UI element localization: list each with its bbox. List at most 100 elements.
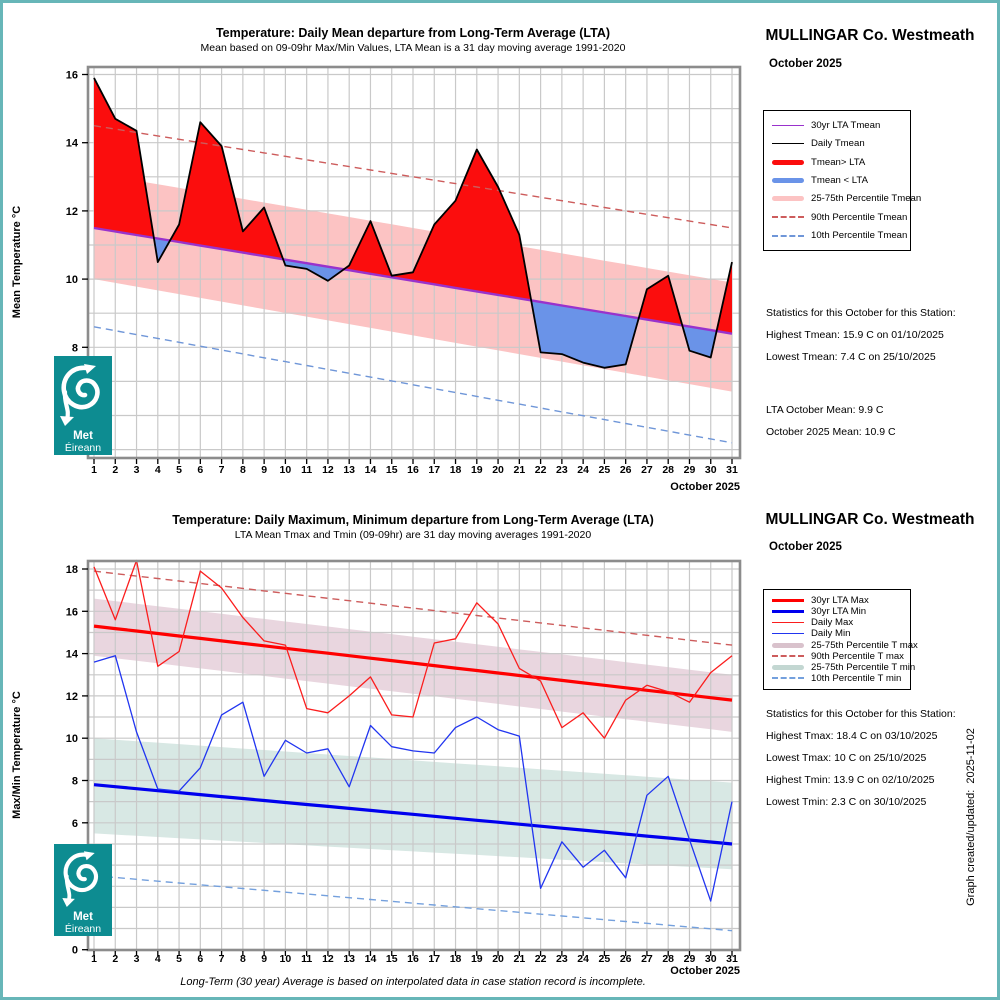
svg-text:19: 19 [471,953,483,965]
chart-top: 1 2 3 4 5 6 7 8 9 10 11 12 13 14 15 16 17 18 19 20 21 22 23 24 2… [66,65,742,476]
legend-label: 30yr LTA Max [811,595,869,607]
legend-swatch-icon [772,124,804,126]
legend-label: 90th Percentile T max [811,650,904,662]
series-line [93,624,733,702]
svg-text:22: 22 [535,953,547,965]
bottom-x-axis-label: October 2025 [670,965,740,977]
legend-item: Tmean> LTA [772,157,902,168]
stats-line: Statistics for this October for this Sta… [766,708,956,720]
legend-swatch-icon [772,664,804,670]
svg-text:2: 2 [112,953,118,965]
legend-item: 30yr LTA Tmean [772,120,902,131]
bottom-chart-legend: 30yr LTA Max 30yr LTA Min Daily Max Daily M… [763,589,918,690]
svg-text:13: 13 [343,464,355,476]
legend-swatch-icon [772,216,804,219]
svg-text:20: 20 [492,464,504,476]
legend-item: 25-75th Percentile T min [772,662,915,673]
legend-label: 10th Percentile Tmean [811,230,908,242]
legend-item: 10th Percentile Tmean [772,230,907,241]
svg-text:23: 23 [556,953,568,965]
series-line [93,77,733,369]
svg-text:6: 6 [197,953,203,965]
legend-swatch-icon [772,159,804,165]
svg-text:4: 4 [155,953,161,965]
station-title-bottom: MULLINGAR Co. Westmeath [765,511,975,528]
logo-text-met: Met [73,430,93,442]
plot-frame [86,559,742,952]
legend-swatch-icon [772,196,804,202]
stats-line: Lowest Tmean: 7.4 C on 25/10/2025 [766,351,936,363]
bottom-chart-subtitle: LTA Mean Tmax and Tmin (09-09hr) are 31 … [234,529,592,541]
met-eireann-spiral-icon [62,851,98,907]
legend-label: Daily Tmean [811,138,865,150]
svg-text:28: 28 [662,464,674,476]
svg-text:8: 8 [240,464,246,476]
svg-text:1: 1 [91,953,97,965]
chart-canvas: 1 2 3 4 5 6 7 8 9 10 11 12 13 14 15 16 17 18 19 20 21 22 23 24 2… [66,65,742,965]
legend-swatch-icon [772,234,804,237]
svg-text:13: 13 [343,953,355,965]
legend-item: Tmean < LTA [772,175,902,186]
chart-bottom: 1 2 3 4 5 6 7 8 9 10 11 12 13 14 15 16 17 18 19 20 21 22 23 24 2… [66,559,742,965]
svg-text:25: 25 [599,953,611,965]
legend-label: 30yr LTA Min [811,606,867,618]
svg-text:17: 17 [428,464,440,476]
svg-text:16: 16 [66,606,78,618]
top-chart-legend: 30yr LTA Tmean Daily Tmean Tmean> LTA Tmean… [763,110,921,251]
stats-line: Lowest Tmax: 10 C on 25/10/2025 [766,752,927,764]
legend-item: Daily Min [772,628,902,639]
plot-frame [86,65,742,460]
legend-item: Daily Max [772,617,902,628]
legend-item: 90th Percentile Tmean [772,212,907,223]
svg-text:11: 11 [301,464,312,476]
svg-text:7: 7 [219,464,225,476]
legend-swatch-icon [772,677,804,680]
top-chart-stats: Statistics for this October for this Sta… [766,302,997,368]
bottom-y-axis-label: Max/Min Temperature °C [11,691,23,819]
legend-item: Daily Tmean [772,138,902,149]
legend-swatch-icon [772,655,804,658]
met-eireann-logo-bottom: Met Éireann [54,844,112,936]
legend-swatch-icon [772,633,804,635]
top-chart-title: Temperature: Daily Mean departure from L… [215,26,611,40]
svg-text:30: 30 [705,953,717,965]
svg-text:10: 10 [280,953,292,965]
svg-text:25: 25 [599,464,611,476]
graph-created-note: Graph created/updated: 2025-11-02 [965,728,977,906]
svg-text:3: 3 [134,953,140,965]
svg-text:12: 12 [66,206,78,218]
legend-label: 10th Percentile T min [811,672,902,684]
top-x-axis-label: October 2025 [670,481,740,493]
svg-text:21: 21 [513,464,525,476]
legend-swatch-icon [772,177,804,183]
svg-text:2: 2 [112,464,118,476]
svg-text:10: 10 [280,464,292,476]
svg-text:21: 21 [513,953,525,965]
stats-line: Statistics for this October for this Sta… [766,307,956,319]
stats-line: Highest Tmax: 18.4 C on 03/10/2025 [766,730,938,742]
legend-swatch-icon [772,610,804,614]
svg-text:14: 14 [365,953,377,965]
svg-text:30: 30 [705,464,717,476]
legend-item: 30yr LTA Max [772,595,902,606]
station-month-bottom: October 2025 [769,541,842,553]
svg-text:9: 9 [261,953,267,965]
svg-text:14: 14 [66,138,79,150]
stats-line: Lowest Tmin: 2.3 C on 30/10/2025 [766,796,927,808]
svg-text:7: 7 [219,953,225,965]
fill-above-lta [94,77,732,334]
svg-text:8: 8 [240,953,246,965]
series-line [93,655,733,902]
legend-item: 25-75th Percentile T max [772,640,918,651]
series-line [93,783,733,846]
station-title-top: MULLINGAR Co. Westmeath [765,27,975,44]
svg-text:31: 31 [726,953,738,965]
series-line [93,226,733,335]
svg-text:3: 3 [134,464,140,476]
svg-text:15: 15 [386,464,398,476]
svg-text:29: 29 [684,464,696,476]
svg-text:10: 10 [66,733,78,745]
svg-text:18: 18 [66,564,78,576]
legend-label: Daily Max [811,617,854,629]
